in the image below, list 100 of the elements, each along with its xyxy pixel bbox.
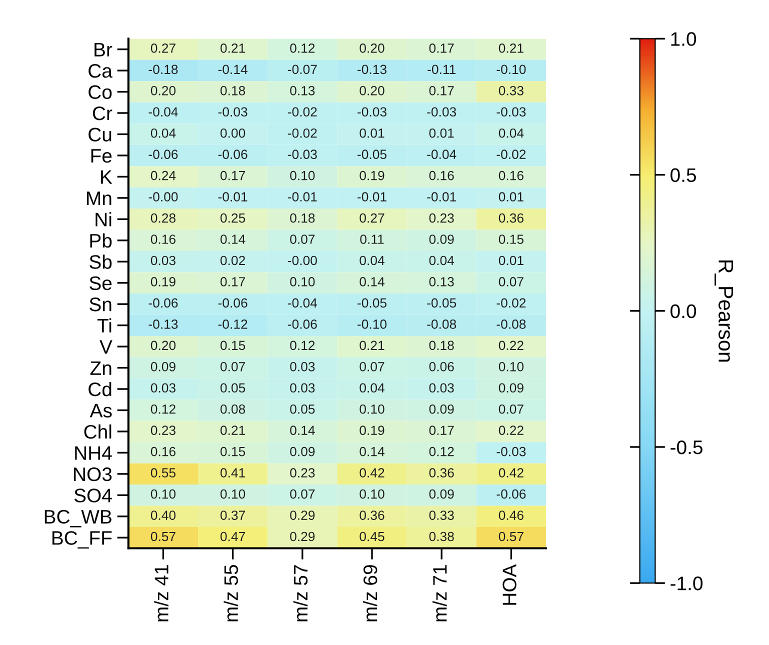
color-bar-label: 1.0 bbox=[671, 32, 696, 46]
data-label: -0.02 bbox=[288, 107, 317, 117]
data-label: 0.22 bbox=[498, 340, 524, 350]
data-label: 0.45 bbox=[360, 532, 384, 542]
data-label: 0.40 bbox=[150, 510, 176, 520]
data-label: 0.21 bbox=[360, 340, 384, 350]
data-label: 0.02 bbox=[220, 256, 245, 266]
data-label: -0.03 bbox=[496, 107, 526, 117]
data-label: -0.04 bbox=[148, 107, 178, 117]
y-tick-label: NO3 bbox=[74, 467, 112, 482]
y-tick-label: Cr bbox=[92, 106, 112, 120]
y-tick-label: Ca bbox=[88, 64, 112, 78]
y-tick-label: Mn bbox=[87, 192, 112, 205]
data-label: 0.36 bbox=[360, 510, 384, 520]
data-label: 0.05 bbox=[220, 383, 246, 393]
y-tick-label: BC_WB bbox=[44, 510, 112, 528]
data-label: -0.05 bbox=[427, 298, 456, 308]
data-label: -0.02 bbox=[288, 128, 317, 138]
data-label: -0.05 bbox=[358, 150, 386, 160]
y-tick-label: Sb bbox=[90, 254, 112, 269]
data-label: 0.17 bbox=[220, 170, 245, 180]
data-label: -0.03 bbox=[427, 107, 456, 117]
data-label: 0.10 bbox=[290, 277, 315, 286]
y-tick-label: Ti bbox=[97, 318, 112, 332]
data-label: -0.13 bbox=[358, 64, 386, 74]
data-label: 0.09 bbox=[429, 489, 454, 499]
data-label: 0.16 bbox=[150, 446, 176, 456]
data-label: -0.00 bbox=[288, 256, 317, 266]
data-label: 0.16 bbox=[150, 234, 176, 244]
data-label: 0.10 bbox=[498, 362, 524, 372]
data-label: 0.10 bbox=[360, 489, 384, 499]
color-bar-title: R_Pearson bbox=[714, 260, 734, 362]
data-label: 0.09 bbox=[429, 404, 454, 414]
data-label: 0.07 bbox=[360, 362, 384, 372]
x-tick-label: m/z 41 bbox=[154, 565, 168, 622]
data-label: 0.10 bbox=[150, 489, 176, 499]
data-label: 0.24 bbox=[150, 170, 176, 180]
data-label: -0.18 bbox=[148, 64, 178, 74]
data-label: -0.10 bbox=[358, 320, 387, 329]
data-label: -0.07 bbox=[288, 64, 317, 74]
data-label: -0.08 bbox=[496, 320, 526, 329]
data-label: 0.03 bbox=[290, 383, 315, 393]
y-tick-label: Ni bbox=[96, 212, 112, 226]
data-label: 0.41 bbox=[220, 468, 246, 478]
y-tick-label: Cd bbox=[88, 382, 112, 396]
y-tick-label: Fe bbox=[91, 149, 112, 163]
data-label: -0.02 bbox=[496, 150, 526, 160]
data-label: 0.20 bbox=[360, 86, 384, 96]
data-label: -0.02 bbox=[496, 298, 526, 308]
data-label: -0.10 bbox=[496, 64, 526, 74]
data-label: 0.29 bbox=[290, 532, 315, 542]
data-label: 0.23 bbox=[290, 468, 315, 478]
data-label: 0.20 bbox=[360, 44, 384, 53]
data-label: 0.19 bbox=[360, 426, 384, 436]
data-label: -0.14 bbox=[218, 64, 248, 74]
data-label: 0.21 bbox=[498, 44, 524, 53]
data-label: -0.06 bbox=[148, 150, 178, 160]
data-label: -0.03 bbox=[496, 446, 526, 456]
data-label: 0.16 bbox=[429, 170, 454, 180]
data-label: 0.09 bbox=[429, 234, 454, 244]
data-label: 0.07 bbox=[220, 362, 245, 372]
data-label: 0.18 bbox=[220, 86, 246, 96]
y-tick-label: Zn bbox=[90, 361, 112, 375]
y-tick-label: Br bbox=[94, 42, 112, 56]
data-label: 0.10 bbox=[290, 170, 315, 180]
data-label: -0.13 bbox=[148, 320, 178, 329]
data-label: 0.19 bbox=[360, 170, 384, 180]
data-label: 0.06 bbox=[429, 362, 454, 372]
data-label: 0.29 bbox=[290, 510, 315, 520]
data-label: 0.07 bbox=[498, 404, 524, 414]
data-label: 0.36 bbox=[429, 468, 454, 478]
data-label: 0.21 bbox=[220, 44, 246, 53]
data-label: 0.09 bbox=[498, 383, 524, 393]
data-label: 0.00 bbox=[220, 128, 246, 138]
data-label: 0.04 bbox=[429, 256, 454, 266]
data-label: -0.03 bbox=[218, 107, 248, 117]
data-label: 0.12 bbox=[150, 404, 176, 414]
data-label: 0.18 bbox=[290, 213, 315, 223]
data-label: 0.07 bbox=[498, 277, 524, 286]
data-label: -0.03 bbox=[358, 107, 386, 117]
data-label: 0.22 bbox=[498, 426, 524, 436]
data-label: 0.13 bbox=[290, 86, 315, 96]
data-label: 0.04 bbox=[360, 383, 384, 393]
data-label: 0.11 bbox=[360, 234, 384, 244]
y-tick-label: Pb bbox=[90, 233, 112, 248]
data-label: 0.20 bbox=[150, 340, 176, 350]
data-label: 0.57 bbox=[150, 532, 176, 542]
data-label: -0.00 bbox=[148, 192, 178, 202]
y-tick-label: K bbox=[101, 170, 112, 184]
data-label: 0.33 bbox=[498, 86, 524, 96]
data-label: 0.09 bbox=[290, 446, 315, 456]
color-bar-label: 0.0 bbox=[670, 304, 696, 318]
data-label: 0.04 bbox=[150, 128, 176, 138]
data-label: 0.15 bbox=[220, 446, 246, 456]
data-label: 0.17 bbox=[220, 277, 245, 286]
data-label: 0.03 bbox=[290, 362, 315, 372]
data-label: -0.01 bbox=[358, 192, 386, 202]
y-tick-label: Chl bbox=[84, 424, 112, 439]
data-label: 0.13 bbox=[429, 277, 454, 286]
data-label: 0.38 bbox=[429, 532, 454, 542]
